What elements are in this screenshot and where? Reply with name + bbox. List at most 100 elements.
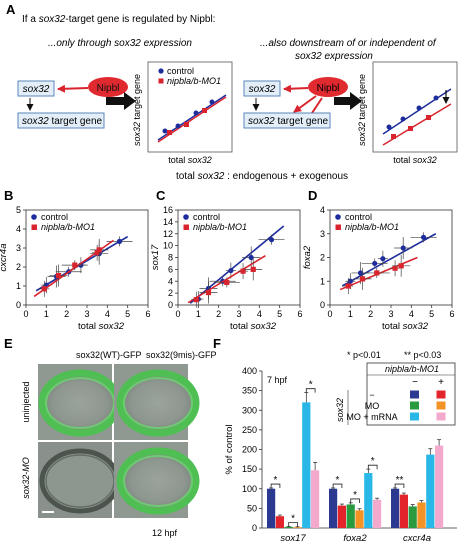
panel-a-left-caption: ...only through sox32 expression [48,38,192,49]
data-point-mo [55,272,62,279]
mini-point-control [175,123,181,129]
legend-control-marker [183,214,189,220]
mini-y-label: sox32 target gene [132,74,142,146]
legend-swatch [436,390,446,399]
y-tick-label: 100 [242,484,257,494]
legend-control-label: control [345,212,372,222]
significance-bracket [394,483,405,489]
left-caption-suffix: expression [141,38,193,49]
mini-x-prefix: total [168,155,188,165]
right-caption-gene: sox32 [295,51,322,62]
mini-right-point-control [386,124,392,130]
data-point-control [380,256,386,262]
bar [337,505,346,528]
y-tick-label: 3 [16,243,21,253]
significance-bracket [332,483,343,489]
y-tick-label: 400 [242,366,257,376]
x-tick-label: 0 [327,309,332,319]
y-tick-label: 2 [320,253,325,263]
data-point-mo [205,289,212,296]
x-tick-label: 3 [84,309,89,319]
y-tick-label: 16 [163,205,173,215]
data-point-mo [224,279,230,286]
x-axis-label-prefix: total [78,321,99,332]
plot-frame [177,209,301,306]
x-tick-label: 6 [145,309,150,319]
panel-a-right-caption-line1: ...also downstream of or independent of [260,38,437,49]
embryo-gfp-ring [116,369,200,437]
panel-label-b: B [4,188,13,203]
data-point-mo [72,262,78,268]
y-tick-label: 8 [168,253,173,263]
x-axis-label: total sox32 [78,321,125,332]
y-axis-label: foxa2 [302,245,313,269]
y-tick-label: 10 [163,241,173,251]
data-point-mo [193,297,199,303]
embryo-gfp-ring [38,369,122,437]
significance-bracket [288,522,298,527]
row-label-morphant: sox32-MO [21,457,31,499]
x-tick-label: 6 [297,309,302,319]
data-point-control [347,278,353,284]
data-point-mo [96,247,102,253]
mini-right-y-suffix: target gene [357,74,367,122]
legend-control-marker [335,214,341,220]
mini-right-x-gene: sox32 [413,155,437,165]
significance-bracket [270,483,281,489]
data-point-control [228,267,234,274]
data-point-control [420,234,427,240]
x-axis-label-gene: sox32 [403,321,429,332]
significance-mark: * [336,475,340,486]
y-tick-label: 150 [242,464,257,474]
scatter-plot-b: 0 1 2 3 4 5 6 0 1 2 3 4 5 cxcr4a total sox32 controlnip… [0,205,151,332]
mini-right-point-mo [391,134,396,139]
nipbl-node-right-label: Nipbl [317,83,340,94]
embryo-image-wt-morphant [38,442,121,518]
y-tick-label: 5 [16,205,21,215]
mini-point-mo [202,108,207,113]
x-tick-label: 2 [368,309,373,319]
chart-title: 7 hpf [267,375,288,385]
target-gene-node-right-label: sox32 target gene [248,116,329,127]
target-gene-node [17,112,105,129]
x-axis-label-gene: sox32 [251,321,277,332]
nipbl-to-target-arrow [293,95,317,113]
left-caption-prefix: ...only through [48,38,114,49]
bar [364,473,373,528]
x-axis-label-prefix: total [230,321,251,332]
legend-mo-label: nipbla/b-MO1 [345,222,399,232]
significance-mark: * [353,490,357,501]
y-tick-label: 350 [242,386,257,396]
bar [399,494,408,528]
x-tick-label: 0 [23,309,28,319]
mini-y-gene: sox32 [132,122,142,146]
mini-right-x-label: total sox32 [393,155,437,165]
significance-mark: ** [396,475,404,486]
x-tick-label: 1 [348,309,353,319]
y-tick-label: 0 [16,300,21,310]
legend-row-group-label: sox32 [335,398,345,422]
significance-two: ** p<0.03 [404,350,441,360]
legend-row-label: MO [365,401,380,411]
significance-mark: * [309,380,313,391]
panel-a-right-caption-line2: sox32 expression [295,51,373,62]
left-mini-frame [147,61,233,153]
category-label: cxcr4a [403,533,431,544]
significance-one: * p<0.01 [347,350,381,360]
nipbl-node-right [308,77,348,97]
nipbl-node-label: Nipbl [97,83,120,94]
legend-mo-label: nipbla/b-MO1 [41,222,95,232]
y-tick-label: 4 [168,276,173,286]
x-tick-label: 5 [429,309,434,319]
x-tick-label: 0 [175,309,180,319]
y-axis-label: sox17 [150,244,161,270]
y-axis-label: % of control [224,424,235,474]
y-tick-label: 4 [320,205,325,215]
data-point-mo [250,266,256,272]
target-gene-node-right-suffix: target gene [275,116,329,127]
y-tick-label: 0 [252,523,257,533]
data-point-control [268,237,275,243]
x-tick-label: 3 [388,309,393,319]
x-axis-label: total sox32 [382,321,429,332]
